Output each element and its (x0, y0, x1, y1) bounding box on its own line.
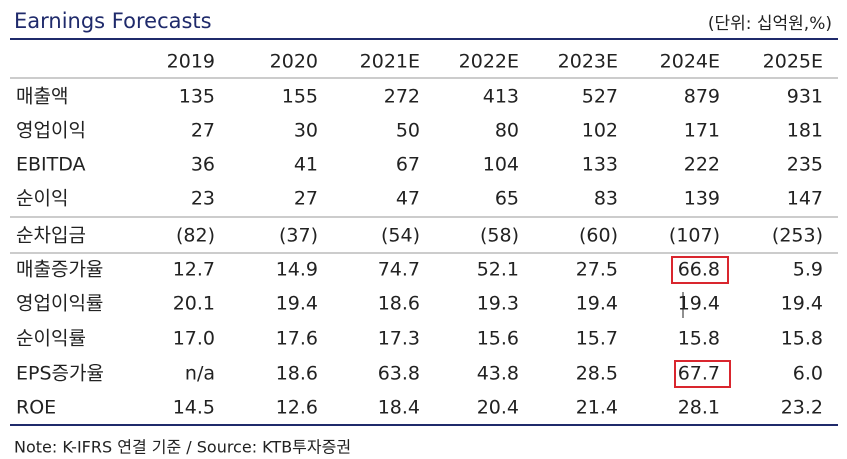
title: Earnings Forecasts (14, 9, 212, 33)
cell: 15.6 (477, 328, 519, 350)
cell: 67 (396, 154, 420, 176)
cell: 27 (191, 120, 215, 142)
row-label: 순이익 (16, 188, 68, 210)
cell: 14.5 (173, 397, 215, 419)
cell: 155 (282, 86, 318, 108)
cell: 413 (483, 86, 519, 108)
cell: 28.5 (576, 363, 618, 385)
highlight-box (671, 256, 729, 284)
row-label: 순이익률 (16, 328, 86, 350)
column-header: 2025E (763, 51, 823, 73)
cell: 18.6 (378, 293, 420, 315)
cell: (37) (279, 225, 318, 247)
highlight-box (674, 360, 731, 388)
cell: 19.4 (576, 293, 618, 315)
cell: 272 (384, 86, 420, 108)
cell: 18.6 (276, 363, 318, 385)
row-label: 영업이익률 (16, 293, 103, 315)
cell: 20.1 (173, 293, 215, 315)
cell: 21.4 (576, 397, 618, 419)
cell: 879 (684, 86, 720, 108)
cell: 6.0 (793, 363, 823, 385)
cell: 28.1 (678, 397, 720, 419)
cell: 27.5 (576, 259, 618, 281)
cell: 19.3 (477, 293, 519, 315)
cell: 222 (684, 154, 720, 176)
cell: 19.4 (678, 293, 720, 315)
cell: (60) (579, 225, 618, 247)
row-label: 영업이익 (16, 120, 86, 142)
cell: 67.7 (678, 363, 720, 385)
cell: 50 (396, 120, 420, 142)
row-label: EBITDA (16, 154, 86, 176)
note: Note: K-IFRS 연결 기준 / Source: KTB투자증권 (14, 438, 351, 457)
column-header: 2024E (660, 51, 720, 73)
cell: 527 (582, 86, 618, 108)
cell: 133 (582, 154, 618, 176)
cell: 30 (294, 120, 318, 142)
row-label: 매출액 (16, 86, 68, 108)
cell: (82) (176, 225, 215, 247)
column-header: 2022E (459, 51, 519, 73)
cell: 19.4 (781, 293, 823, 315)
row-label: 매출증가율 (16, 259, 103, 281)
cell: n/a (185, 363, 215, 385)
cell: 19.4 (276, 293, 318, 315)
cell: 27 (294, 188, 318, 210)
cell: 74.7 (378, 259, 420, 281)
cell: 20.4 (477, 397, 519, 419)
cell: 52.1 (477, 259, 519, 281)
cell: 139 (684, 188, 720, 210)
row-label: EPS증가율 (16, 363, 104, 385)
cell: 102 (582, 120, 618, 142)
cell: 12.7 (173, 259, 215, 281)
cell: 12.6 (276, 397, 318, 419)
cell: 17.3 (378, 328, 420, 350)
cell: 23.2 (781, 397, 823, 419)
cell: 65 (495, 188, 519, 210)
cell: 15.8 (678, 328, 720, 350)
cell: 147 (787, 188, 823, 210)
cell: 47 (396, 188, 420, 210)
cell: 14.9 (276, 259, 318, 281)
cell: (253) (772, 225, 823, 247)
column-header: 2023E (558, 51, 618, 73)
column-header: 2019 (167, 51, 215, 73)
cell: 181 (787, 120, 823, 142)
cell: 80 (495, 120, 519, 142)
cell: 931 (787, 86, 823, 108)
cell: 15.8 (781, 328, 823, 350)
row-label: 순차입금 (16, 225, 86, 247)
cell: 41 (294, 154, 318, 176)
unit: (단위: 십억원,%) (708, 14, 832, 34)
cell: 171 (684, 120, 720, 142)
cell: 235 (787, 154, 823, 176)
column-header: 2020 (270, 51, 318, 73)
cell: 17.6 (276, 328, 318, 350)
column-header: 2021E (360, 51, 420, 73)
cell: 17.0 (173, 328, 215, 350)
cell: (107) (669, 225, 720, 247)
cell: (54) (381, 225, 420, 247)
cell: 18.4 (378, 397, 420, 419)
cell: 135 (179, 86, 215, 108)
cell: 83 (594, 188, 618, 210)
cell: 36 (191, 154, 215, 176)
cell: 23 (191, 188, 215, 210)
cell: 104 (483, 154, 519, 176)
cell: 5.9 (793, 259, 823, 281)
row-label: ROE (16, 397, 56, 419)
cell: (58) (480, 225, 519, 247)
cell: 43.8 (477, 363, 519, 385)
cell: 63.8 (378, 363, 420, 385)
cell: 15.7 (576, 328, 618, 350)
cell: 66.8 (678, 259, 720, 281)
